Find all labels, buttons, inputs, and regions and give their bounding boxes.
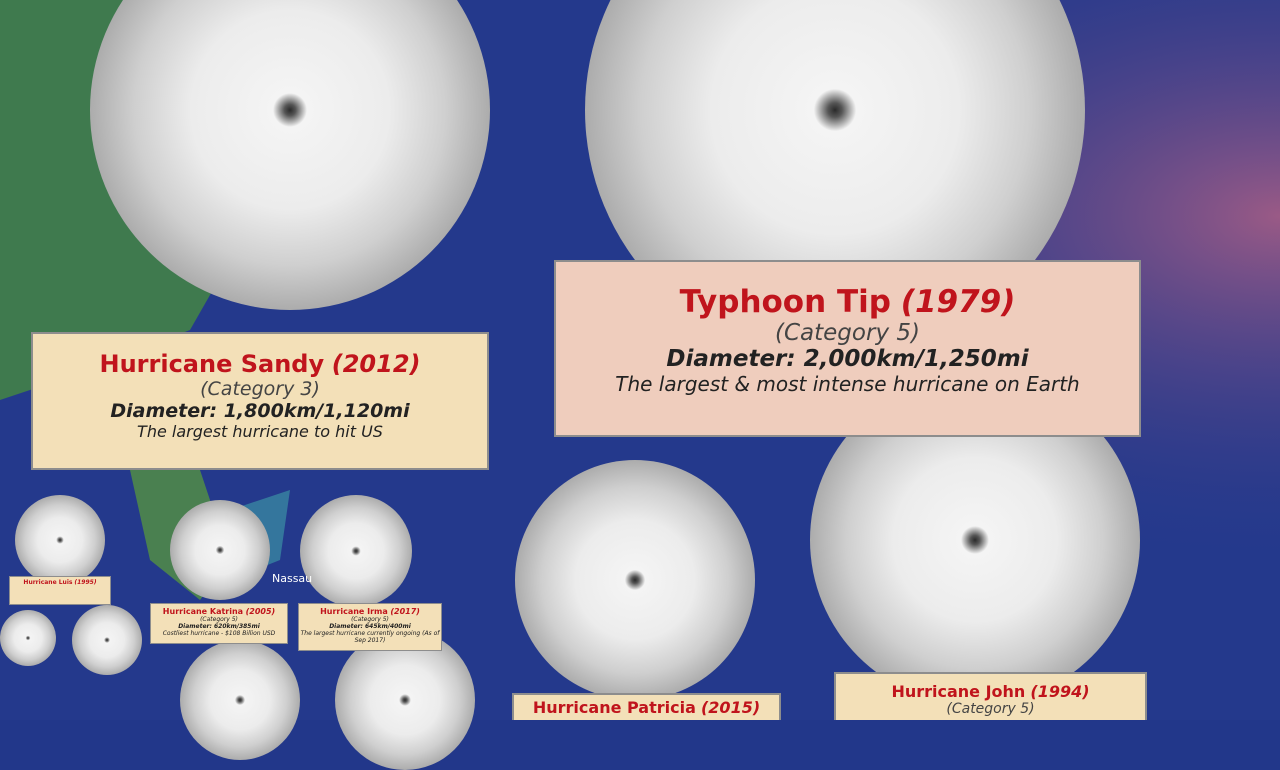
card-category: (Category 5) xyxy=(351,616,389,623)
card-note: Costliest hurricane - $108 Billion USD xyxy=(162,630,276,637)
info-card: Hurricane Sandy (2012) (Category 3) Diam… xyxy=(31,332,489,470)
card-title: Hurricane Katrina xyxy=(162,607,244,616)
hurricane xyxy=(170,500,270,600)
card-note: The largest hurricane to hit US xyxy=(137,422,383,441)
card-note: The largest & most intense hurricane on … xyxy=(615,372,1080,396)
card-category: (Category 5) xyxy=(200,616,238,623)
hurricane xyxy=(515,460,755,700)
card-diameter: Diameter: 1,800km/1,120mi xyxy=(110,400,410,422)
card-category: (Category 5) xyxy=(946,701,1035,717)
card-category: (Category 3) xyxy=(200,378,320,400)
card-diameter: Diameter: 620km/385mi xyxy=(178,623,260,630)
card-title: Hurricane Patricia xyxy=(532,698,696,717)
card-note: The largest hurricane currently ongoing … xyxy=(300,630,440,644)
card-diameter: Diameter: 645km/400mi xyxy=(329,623,411,630)
hurricane xyxy=(72,605,142,675)
hurricane xyxy=(180,640,300,760)
info-card: Hurricane John (1994) (Category 5) xyxy=(834,672,1147,720)
info-card: Hurricane Patricia (2015) xyxy=(512,693,781,720)
hurricane xyxy=(335,630,475,770)
card-year: (1994) xyxy=(1030,682,1090,701)
hurricane xyxy=(300,495,412,607)
info-card: Hurricane Katrina (2005) (Category 5) Di… xyxy=(150,603,288,644)
card-year: (1979) xyxy=(900,284,1016,320)
map-label: Nassau xyxy=(272,572,313,585)
info-card: Typhoon Tip (1979) (Category 5) Diameter… xyxy=(554,260,1141,437)
card-title: Hurricane Irma xyxy=(320,607,388,616)
card-year: (2012) xyxy=(331,350,421,378)
card-title: Hurricane Luis xyxy=(23,579,73,586)
card-year: (2005) xyxy=(245,607,276,616)
info-card: Hurricane Luis (1995) xyxy=(9,576,111,605)
card-title: Hurricane Sandy xyxy=(99,350,325,378)
card-diameter: Diameter: 2,000km/1,250mi xyxy=(666,346,1029,372)
card-category: (Category 5) xyxy=(775,320,920,346)
card-year: (2015) xyxy=(700,698,761,717)
hurricane xyxy=(15,495,105,585)
card-year: (2017) xyxy=(390,607,420,616)
hurricane xyxy=(90,0,490,310)
card-year: (1995) xyxy=(74,579,97,586)
card-title: Hurricane John xyxy=(891,682,1026,701)
card-title: Typhoon Tip xyxy=(679,284,891,320)
hurricane xyxy=(0,610,56,666)
info-card: Hurricane Irma (2017) (Category 5) Diame… xyxy=(298,603,442,651)
